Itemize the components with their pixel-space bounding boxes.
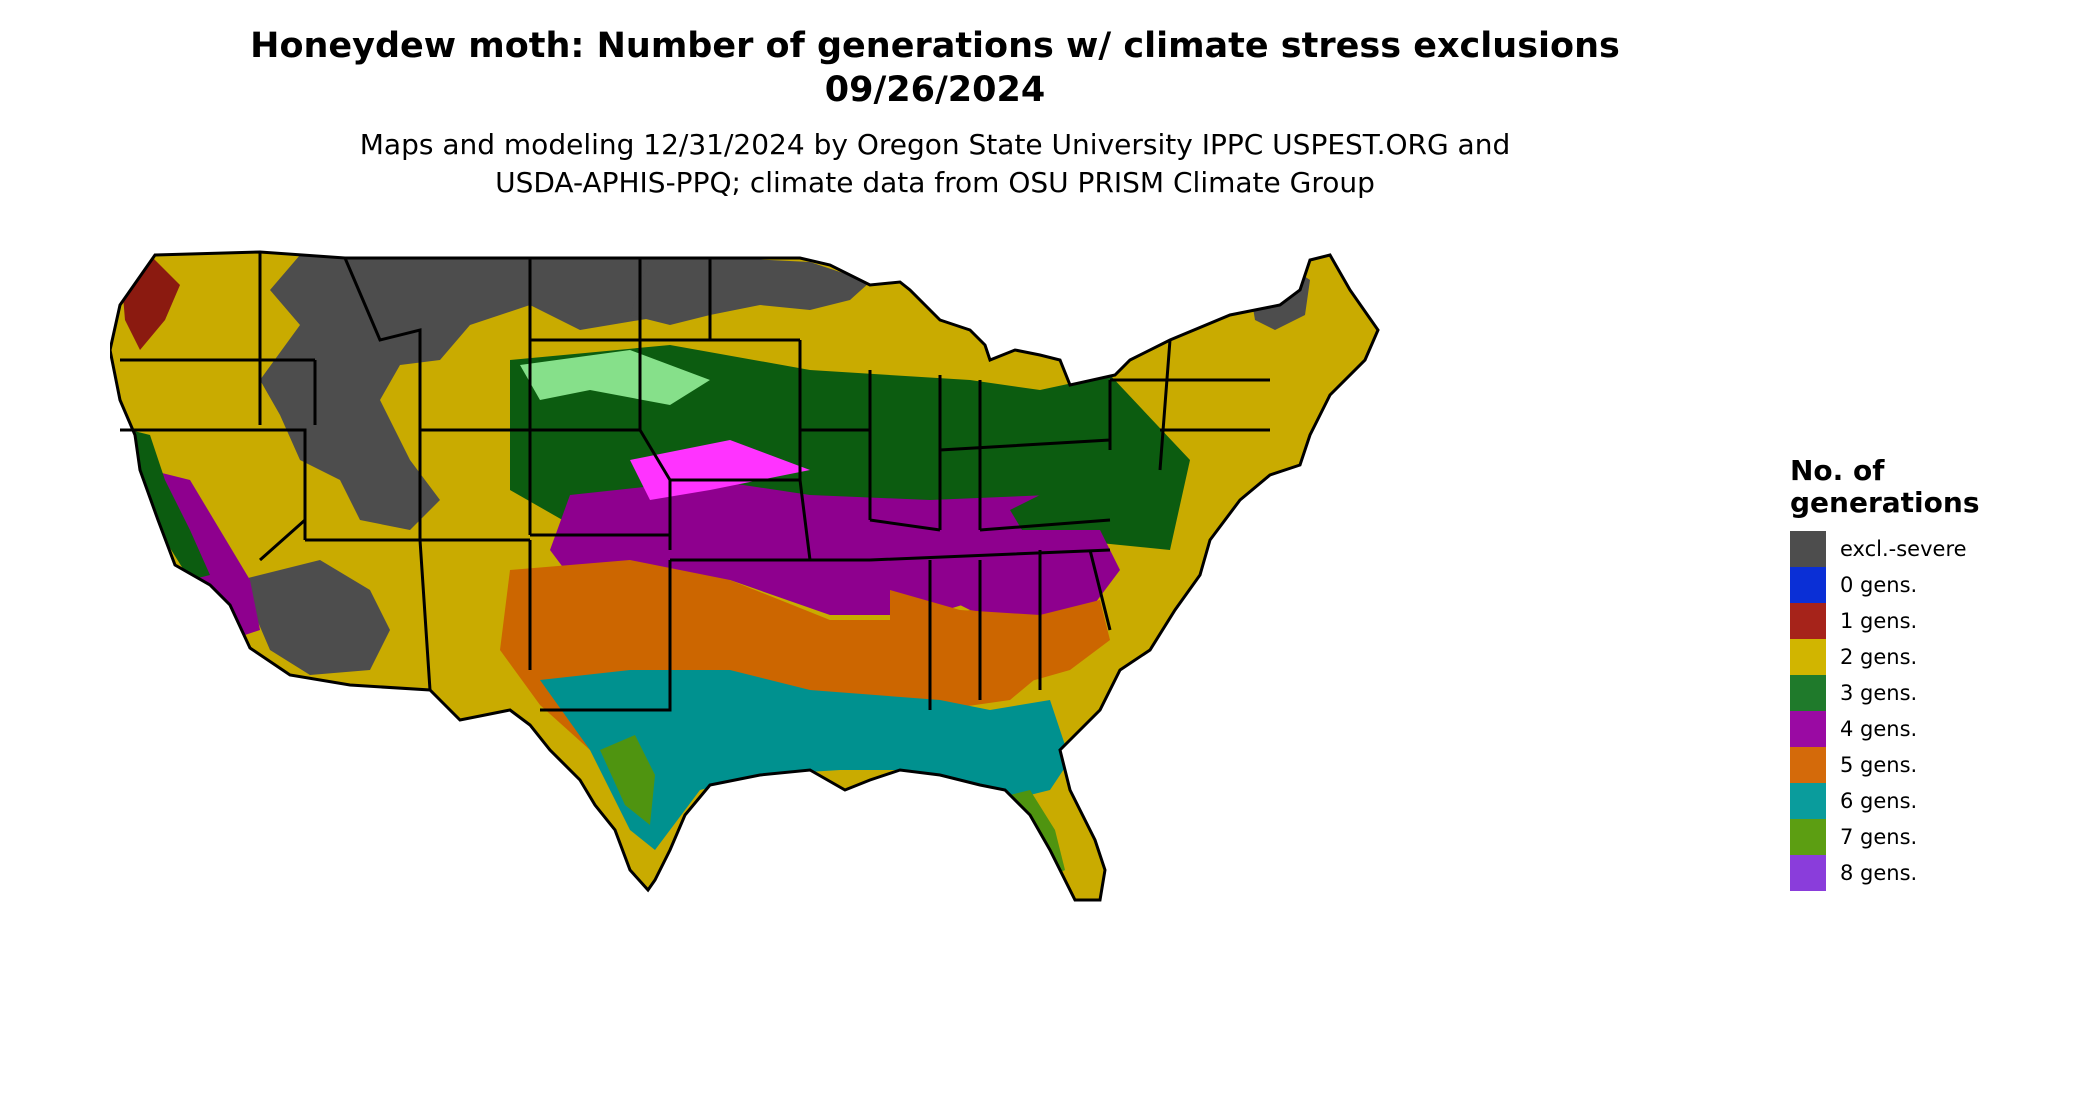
zone-excluded-minnesota — [630, 258, 870, 325]
legend-items: excl.-severe 0 gens. 1 gens. 2 gens. 3 gens.… — [1790, 531, 2090, 891]
map-credits-line-2: USDA-APHIS-PPQ; climate data from OSU PR… — [495, 166, 1375, 199]
zone-6-coast — [540, 670, 1070, 850]
legend-label: 5 gens. — [1840, 753, 1918, 777]
legend-item: 5 gens. — [1790, 747, 2090, 783]
legend-item: 7 gens. — [1790, 819, 2090, 855]
legend-swatch — [1790, 603, 1826, 639]
legend-title: No. of generations — [1790, 455, 2090, 519]
legend-item: excl.-severe — [1790, 531, 2090, 567]
map-title: Honeydew moth: Number of generations w/ … — [250, 26, 1620, 66]
legend-swatch — [1790, 711, 1826, 747]
zone-3-coastal-ca — [130, 430, 210, 580]
legend-label: 1 gens. — [1840, 609, 1918, 633]
legend-swatch — [1790, 819, 1826, 855]
zone-excluded-southwest — [240, 560, 390, 675]
legend-label: 8 gens. — [1840, 861, 1918, 885]
us-generations-map — [110, 250, 1380, 902]
legend-item: 3 gens. — [1790, 675, 2090, 711]
legend-label: 6 gens. — [1840, 789, 1918, 813]
state-borders — [110, 250, 1380, 902]
legend-item: 0 gens. — [1790, 567, 2090, 603]
legend-swatch — [1790, 639, 1826, 675]
zone-7-texas-tip — [600, 735, 655, 825]
legend-label: excl.-severe — [1840, 537, 1967, 561]
legend-item: 2 gens. — [1790, 639, 2090, 675]
legend-item: 4 gens. — [1790, 711, 2090, 747]
map-date: 09/26/2024 — [824, 70, 1046, 110]
legend-title-line-2: generations — [1790, 486, 1980, 519]
legend-label: 3 gens. — [1840, 681, 1918, 705]
legend-label: 0 gens. — [1840, 573, 1918, 597]
legend-item: 8 gens. — [1790, 855, 2090, 891]
generation-raster — [110, 252, 1378, 900]
legend-label: 4 gens. — [1840, 717, 1918, 741]
legend-swatch — [1790, 531, 1826, 567]
legend-label: 2 gens. — [1840, 645, 1918, 669]
zone-5-southeast — [890, 590, 1110, 690]
legend-title-line-1: No. of — [1790, 454, 1885, 487]
zone-4-light — [630, 440, 810, 500]
legend-swatch — [1790, 567, 1826, 603]
legend-swatch — [1790, 855, 1826, 891]
legend-label: 7 gens. — [1840, 825, 1918, 849]
legend-swatch — [1790, 783, 1826, 819]
map-credits-line-1: Maps and modeling 12/31/2024 by Oregon S… — [359, 128, 1511, 161]
zone-3-light-band — [520, 350, 710, 405]
legend-item: 6 gens. — [1790, 783, 2090, 819]
legend-swatch — [1790, 747, 1826, 783]
legend-item: 1 gens. — [1790, 603, 2090, 639]
legend-swatch — [1790, 675, 1826, 711]
map-legend: No. of generations excl.-severe 0 gens. 1 … — [1790, 455, 2090, 891]
